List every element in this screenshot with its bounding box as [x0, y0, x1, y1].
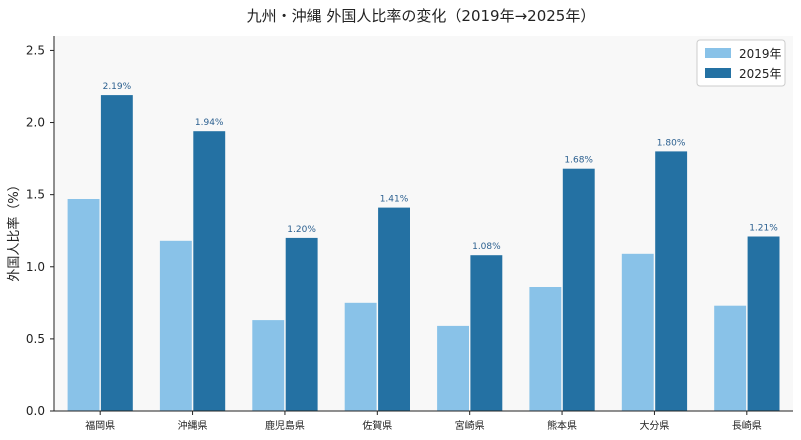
data-label: 1.68% — [564, 156, 593, 166]
bar-2-福岡県 — [100, 95, 133, 411]
x-tick-label: 沖縄県 — [178, 419, 208, 432]
y-tick-label: 1.0 — [26, 260, 45, 274]
chart-title: 九州・沖縄 外国人比率の変化（2019年→2025年） — [247, 7, 596, 25]
legend-label: 2025年 — [739, 67, 782, 81]
bar-2-長崎県 — [747, 236, 780, 411]
data-label: 1.94% — [195, 118, 224, 128]
bar-1-長崎県 — [714, 305, 747, 411]
y-tick-label: 0.0 — [26, 404, 45, 418]
bar-2-熊本県 — [562, 168, 595, 411]
bar-1-大分県 — [621, 253, 654, 411]
bar-1-佐賀県 — [344, 302, 377, 411]
data-label: 1.21% — [749, 224, 778, 234]
y-tick-label: 2.0 — [26, 116, 45, 130]
data-label: 1.41% — [380, 195, 409, 205]
y-tick-label: 2.5 — [26, 43, 45, 57]
x-tick-label: 大分県 — [639, 419, 669, 432]
legend-swatch — [705, 68, 731, 78]
legend-label: 2019年 — [739, 47, 782, 61]
bar-2-宮崎県 — [470, 255, 503, 411]
x-tick-label: 福岡県 — [85, 419, 115, 432]
bars-group — [67, 95, 780, 411]
bar-2-沖縄県 — [193, 131, 226, 411]
legend-swatch — [705, 48, 731, 58]
data-label: 1.08% — [472, 242, 501, 252]
bar-2-鹿児島県 — [285, 237, 318, 411]
axes-group — [53, 36, 793, 412]
data-label: 1.20% — [287, 225, 316, 235]
bar-1-熊本県 — [529, 287, 562, 411]
data-label: 1.80% — [657, 138, 686, 148]
bar-1-宮崎県 — [437, 325, 469, 411]
x-tick-label: 鹿児島県 — [265, 419, 305, 432]
bar-1-鹿児島県 — [252, 320, 285, 411]
x-tick-label: 佐賀県 — [362, 420, 392, 432]
y-tick-label: 1.5 — [26, 188, 45, 202]
y-axis-label: 外国人比率（%） — [6, 178, 22, 281]
y-ticks-group: 0.0 0.5 1.0 1.5 2.0 2.5 — [26, 43, 54, 418]
x-tick-label: 熊本県 — [547, 419, 577, 432]
bar-1-沖縄県 — [159, 240, 192, 411]
data-label: 2.19% — [103, 82, 132, 92]
bar-2-佐賀県 — [378, 207, 410, 411]
x-ticks-group: 福岡県 沖縄県 鹿児島県 佐賀県 宮崎県 熊本県 大分県 長崎県 — [85, 411, 762, 432]
legend: 2019年 2025年 — [696, 39, 786, 87]
y-tick-label: 0.5 — [26, 332, 45, 346]
bar-1-福岡県 — [67, 199, 100, 411]
x-tick-label: 長崎県 — [732, 419, 762, 432]
bar-2-大分県 — [655, 151, 688, 411]
x-tick-label: 宮崎県 — [455, 419, 485, 432]
data-labels-group: 2.19% 1.94% 1.20% 1.41% 1.08% 1.68% 1.80% 1.21% — [103, 82, 779, 252]
